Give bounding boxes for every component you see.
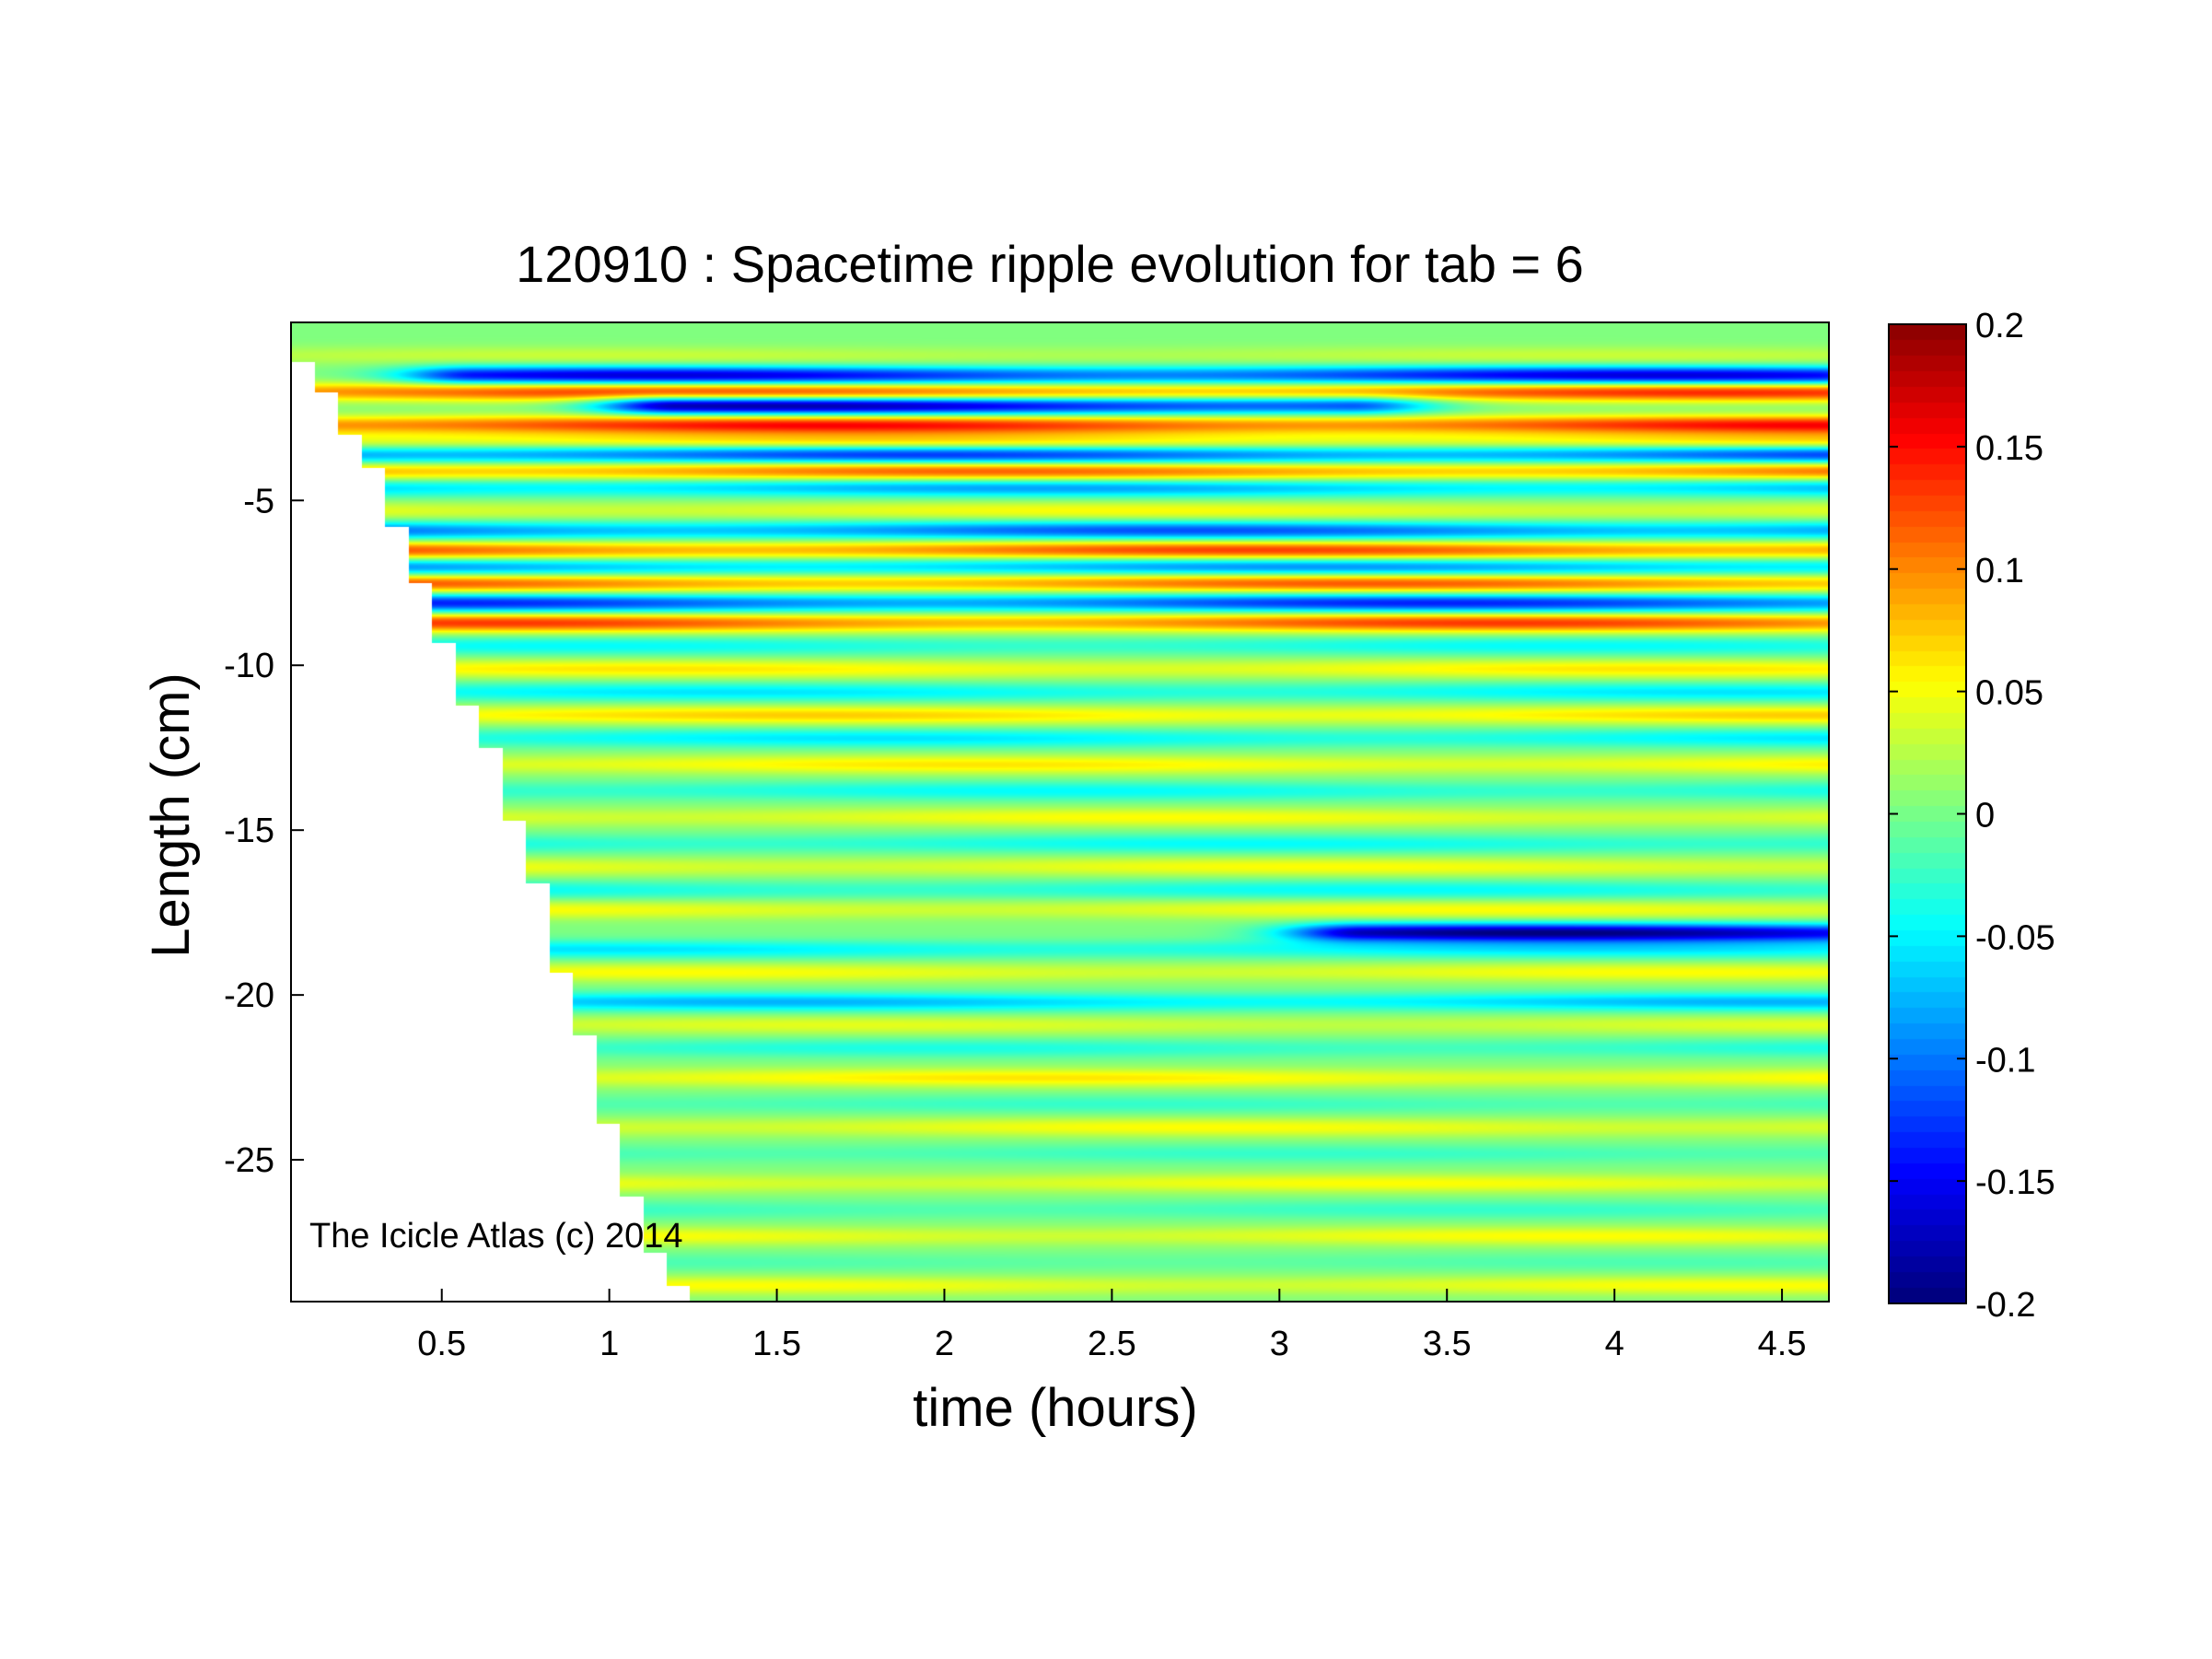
colorbar-tick-label: -0.1 xyxy=(1975,1041,2035,1080)
copyright-annotation: The Icicle Atlas (c) 2014 xyxy=(309,1217,683,1256)
x-tick-label: 3 xyxy=(1270,1325,1289,1363)
y-tick-label: -15 xyxy=(224,812,274,850)
plot-frame xyxy=(290,321,1830,1303)
heatmap-image xyxy=(291,322,1829,1302)
colorbar-tick-label: 0.1 xyxy=(1975,552,2024,590)
x-tick-label: 1.5 xyxy=(752,1325,801,1363)
colorbar-tick-label: -0.15 xyxy=(1975,1163,2055,1202)
colorbar-tick-label: 0.15 xyxy=(1975,429,2043,468)
x-tick-label: 0.5 xyxy=(417,1325,466,1363)
colorbar-frame xyxy=(1888,323,1967,1304)
colorbar-tick-label: 0 xyxy=(1975,797,1995,835)
x-tick-label: 2 xyxy=(935,1325,954,1363)
colorbar-tick-label: 0.2 xyxy=(1975,307,2024,345)
y-tick-label: -25 xyxy=(224,1141,274,1180)
x-tick-label: 2.5 xyxy=(1088,1325,1136,1363)
y-axis-ticks: -5 -10 -15 -20 -25 xyxy=(224,482,304,1180)
y-tick-label: -5 xyxy=(243,482,274,520)
y-tick-label: -10 xyxy=(224,647,274,685)
chart-title: 120910 : Spacetime ripple evolution for … xyxy=(516,235,1584,293)
x-tick-label: 3.5 xyxy=(1423,1325,1472,1363)
colorbar-ticks: 0.2 0.15 0.1 0.05 0 -0.05 -0.1 -0.15 -0.2 xyxy=(1889,307,2055,1325)
y-tick-label: -20 xyxy=(224,976,274,1015)
x-tick-label: 1 xyxy=(600,1325,619,1363)
x-tick-label: 4 xyxy=(1605,1325,1624,1363)
colorbar-image xyxy=(1889,324,1966,1303)
x-axis-ticks: 0.5 1 1.5 2 2.5 3 3.5 4 4.5 xyxy=(417,1289,1806,1363)
x-axis-label: time (hours) xyxy=(913,1378,1197,1438)
colorbar-tick-label: -0.2 xyxy=(1975,1286,2035,1325)
colorbar-tick-label: 0.05 xyxy=(1975,674,2043,713)
x-tick-label: 4.5 xyxy=(1758,1325,1807,1363)
colorbar-tick-label: -0.05 xyxy=(1975,918,2055,957)
y-axis-label: Length (cm) xyxy=(141,672,201,957)
